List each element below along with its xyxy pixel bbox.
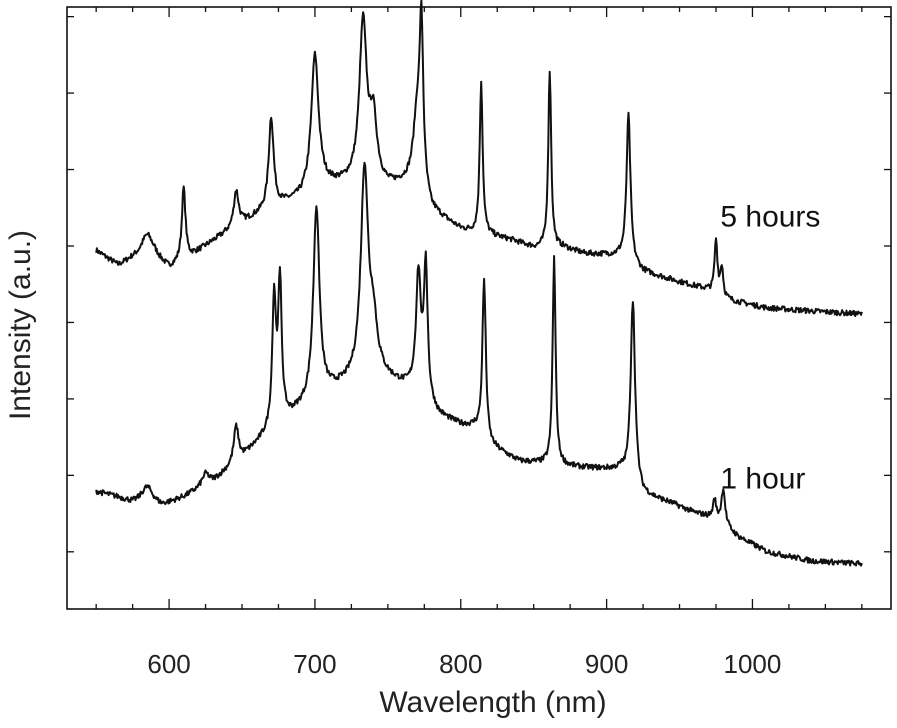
series-labels: 5 hours 1 hour — [720, 201, 820, 496]
x-tick-label: 600 — [147, 649, 190, 679]
y-axis-title: Intensity (a.u.) — [4, 230, 37, 420]
x-axis-title: Wavelength (nm) — [379, 686, 606, 719]
y-axis — [67, 15, 891, 553]
x-tick-label: 900 — [585, 649, 628, 679]
series-label: 5 hours — [720, 201, 820, 234]
series-label: 1 hour — [720, 463, 805, 496]
x-tick-label: 700 — [293, 649, 336, 679]
x-axis: 600 700 800 900 1000 — [95, 7, 863, 679]
series-group — [95, 0, 863, 567]
series-line-5-hours — [95, 0, 863, 317]
plot-frame — [66, 6, 892, 610]
x-tick-label: 1000 — [724, 649, 782, 679]
x-tick-label: 800 — [439, 649, 482, 679]
series-line-1-hour — [95, 161, 863, 567]
